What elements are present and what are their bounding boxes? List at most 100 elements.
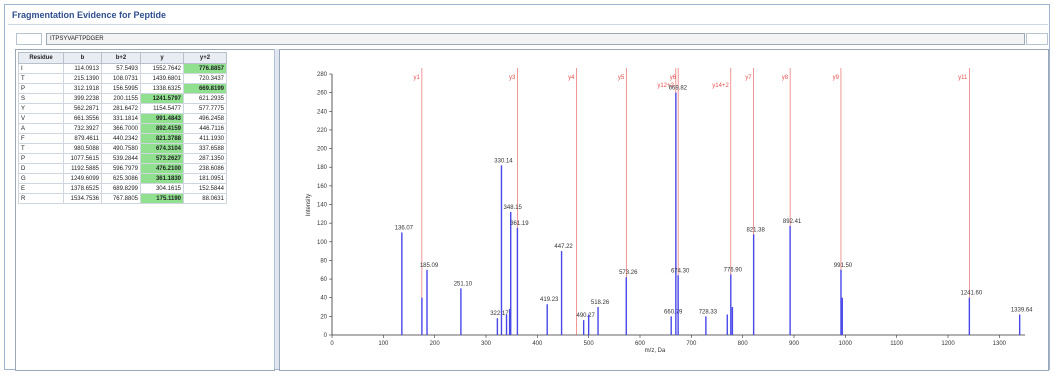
peak-label: 821.38: [746, 227, 765, 233]
cell-y2: 238.6086: [183, 163, 227, 174]
y-tick-label: 200: [317, 147, 328, 153]
table-row[interactable]: A 732.3927 366.7000 892.4159 446.7116: [18, 123, 227, 134]
peak-label: 419.23: [540, 297, 559, 303]
cell-b: 399.2238: [63, 93, 102, 104]
cell-b: 1534.7536: [63, 193, 102, 204]
table-row[interactable]: R 1534.7536 767.8805 175.1190 88.0631: [18, 193, 227, 204]
cell-residue: E: [18, 183, 64, 194]
cell-y: 1552.7642: [140, 63, 184, 74]
cell-b2: 596.7979: [101, 163, 141, 174]
peak-label: 251.10: [454, 281, 473, 287]
table-row[interactable]: T 980.5088 490.7580 674.3104 337.6588: [18, 143, 227, 154]
cell-y: 1338.6325: [140, 83, 184, 94]
cell-residue: D: [18, 163, 64, 174]
cell-y2: 152.5844: [183, 183, 227, 194]
peak-label: 330.14: [494, 158, 513, 164]
cell-y2: 181.0951: [183, 173, 227, 184]
cell-b2: 440.2342: [101, 133, 141, 144]
table-row[interactable]: E 1378.6525 689.8299 304.1615 152.5844: [18, 183, 227, 194]
pane-splitter[interactable]: [274, 49, 279, 369]
y-tick-label: 100: [317, 240, 328, 246]
cell-b2: 108.0731: [101, 73, 141, 84]
table-row[interactable]: T 215.1390 108.0731 1439.6801 720.3437: [18, 73, 227, 84]
cell-residue: I: [18, 63, 64, 74]
col-header-residue[interactable]: Residue: [18, 52, 64, 64]
table-row[interactable]: V 661.3556 331.1814 991.4843 496.2458: [18, 113, 227, 124]
table-row[interactable]: F 879.4611 440.2342 821.3788 411.1930: [18, 133, 227, 144]
annotation-label: y3: [509, 75, 516, 81]
y-tick-label: 260: [317, 91, 328, 97]
peak-label: 490.27: [576, 313, 595, 319]
peak-label: 776.90: [724, 267, 743, 273]
table-row[interactable]: P 1077.5615 539.2844 573.2627 287.1350: [18, 153, 227, 164]
fragment-table-pane: Residue b b+2 y y+2 I 114.0913 57.5493 1552…: [15, 49, 275, 371]
x-tick-label: 500: [584, 341, 595, 347]
cell-y: 1439.6801: [140, 73, 184, 84]
left-selector-box[interactable]: [16, 33, 42, 45]
peak-label: 447.22: [554, 244, 573, 250]
y-tick-label: 220: [317, 128, 328, 134]
col-header-y2[interactable]: y+2: [183, 52, 227, 64]
cell-b: 980.5088: [63, 143, 102, 154]
cell-y2: 496.2458: [183, 113, 227, 124]
cell-y: 476.2100: [140, 163, 184, 174]
x-tick-label: 1200: [941, 341, 955, 347]
col-header-b2[interactable]: b+2: [101, 52, 141, 64]
cell-b2: 625.3086: [101, 173, 141, 184]
window-title: Fragmentation Evidence for Peptide: [12, 10, 167, 20]
table-row[interactable]: I 114.0913 57.5493 1552.7642 776.8857: [18, 63, 227, 74]
peptide-sequence-field[interactable]: ITPSYVAFTPDGER: [46, 33, 1025, 45]
peak-label: 892.41: [783, 219, 802, 225]
cell-y2: 621.2935: [183, 93, 227, 104]
annotation-label: y4: [568, 75, 575, 81]
peak-label: 674.30: [671, 268, 690, 274]
x-tick-label: 1000: [839, 341, 853, 347]
cell-residue: T: [18, 143, 64, 154]
cell-b2: 57.5493: [101, 63, 141, 74]
table-row[interactable]: Y 562.2871 281.6472 1154.5477 577.7775: [18, 103, 227, 114]
cell-y2: 577.7775: [183, 103, 227, 114]
table-row[interactable]: G 1249.6099 625.3086 361.1830 181.0951: [18, 173, 227, 184]
peak-label: 361.19: [510, 221, 529, 227]
cell-y: 1241.5797: [140, 93, 184, 104]
annotation-label: y6: [670, 75, 677, 81]
cell-b: 1378.6525: [63, 183, 102, 194]
cell-y2: 446.7116: [183, 123, 227, 134]
x-axis-label: m/z, Da: [645, 348, 666, 354]
x-tick-label: 900: [789, 341, 800, 347]
cell-residue: T: [18, 73, 64, 84]
cell-b2: 767.8805: [101, 193, 141, 204]
peak-label: 322.17: [490, 311, 509, 317]
x-tick-label: 800: [738, 341, 749, 347]
peak-label: 136.07: [395, 225, 414, 231]
fragment-table-header: Residue b b+2 y y+2: [18, 52, 227, 64]
cell-y: 573.2627: [140, 153, 184, 164]
cell-y2: 411.1930: [183, 133, 227, 144]
table-row[interactable]: P 312.1918 156.5995 1338.6325 669.8199: [18, 83, 227, 94]
peak-label: 1339.64: [1011, 307, 1033, 313]
col-header-b[interactable]: b: [63, 52, 102, 64]
y-tick-label: 0: [324, 333, 328, 339]
table-row[interactable]: D 1192.5885 596.7979 476.2100 238.6086: [18, 163, 227, 174]
x-tick-label: 300: [481, 341, 492, 347]
cell-y: 991.4843: [140, 113, 184, 124]
table-row[interactable]: S 399.2238 200.1155 1241.5797 621.2935: [18, 93, 227, 104]
y-tick-label: 140: [317, 203, 328, 209]
cell-y2: 720.3437: [183, 73, 227, 84]
col-header-y[interactable]: y: [140, 52, 184, 64]
right-selector-box[interactable]: [1026, 33, 1048, 45]
cell-b: 562.2871: [63, 103, 102, 114]
cell-b2: 366.7000: [101, 123, 141, 134]
title-divider: [8, 24, 1048, 25]
cell-y2: 776.8857: [183, 63, 227, 74]
cell-y2: 287.1350: [183, 153, 227, 164]
y-tick-label: 280: [317, 72, 328, 78]
x-tick-label: 1100: [890, 341, 904, 347]
cell-residue: G: [18, 173, 64, 184]
spectrum-chart-pane: 0 20 40 60 80 100 120 140 160 180 200 220 240 260 280 0…: [279, 49, 1049, 371]
fragment-table: Residue b b+2 y y+2 I 114.0913 57.5493 1552…: [18, 52, 227, 204]
y-tick-label: 120: [317, 221, 328, 227]
cell-b: 114.0913: [63, 63, 102, 74]
cell-residue: P: [18, 153, 64, 164]
cell-b: 732.3927: [63, 123, 102, 134]
